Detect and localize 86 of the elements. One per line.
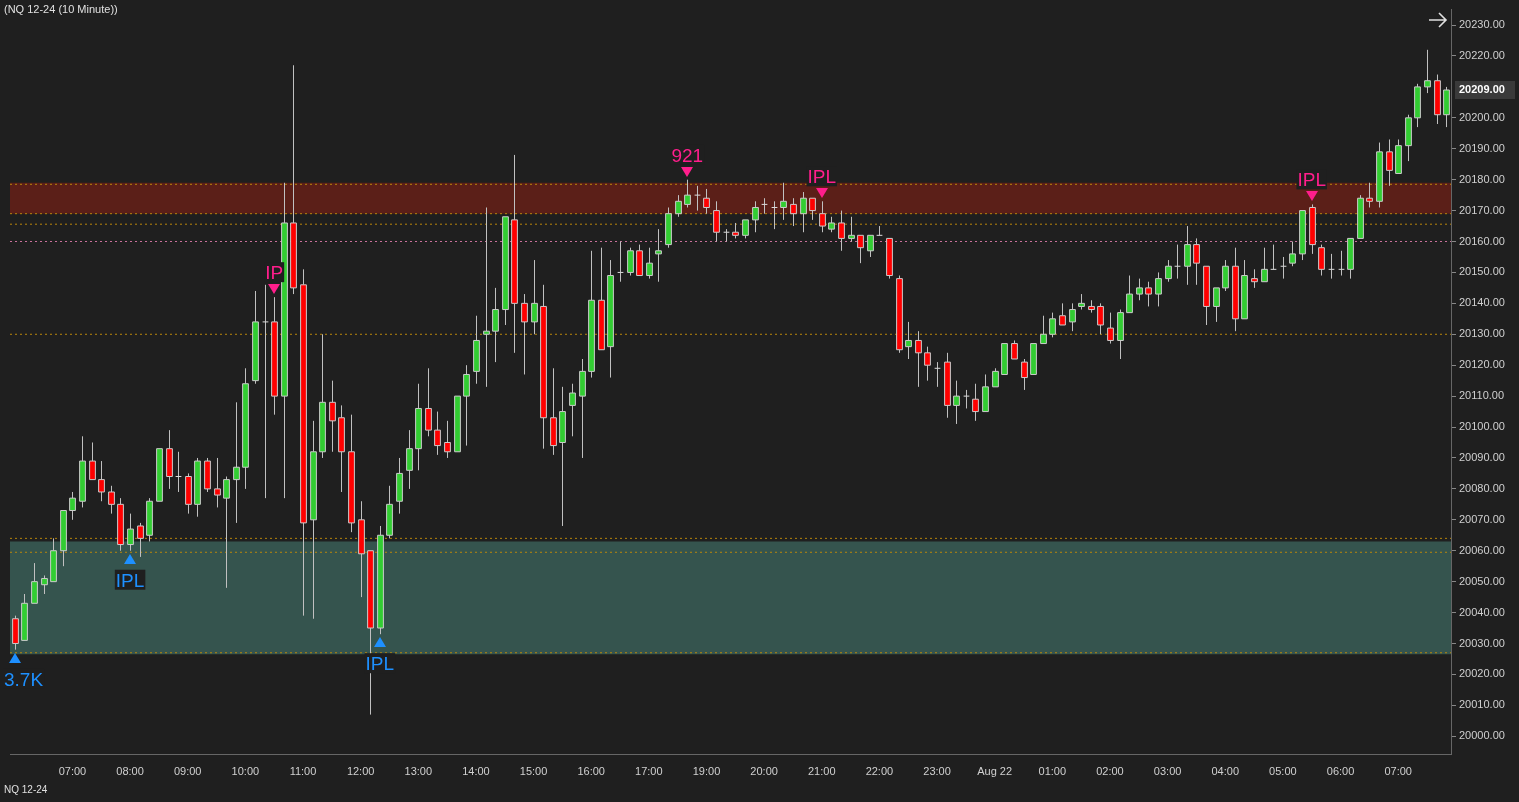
candlestick (1395, 138, 1402, 174)
y-tick-label: 20190.00 (1459, 141, 1505, 154)
y-tick-label: 20150.00 (1459, 265, 1505, 278)
x-tick-label: 01:00 (1038, 765, 1067, 778)
y-tick-label: 20060.00 (1459, 543, 1505, 556)
annotation: 921 (671, 144, 704, 166)
x-tick-label: 03:00 (1153, 765, 1182, 778)
y-tick-label: 20140.00 (1459, 296, 1505, 309)
candlestick (1155, 271, 1162, 307)
x-tick-label: 06:00 (1326, 765, 1355, 778)
candlestick (214, 457, 221, 508)
candlestick (262, 284, 269, 499)
candlestick (963, 389, 970, 409)
x-tick-label: 22:00 (865, 765, 894, 778)
text: 20209.00 (1459, 83, 1505, 96)
candlestick (511, 154, 518, 354)
candlestick (1145, 281, 1152, 307)
x-tick-label: 12:00 (346, 765, 375, 778)
candlestick (166, 429, 173, 490)
candlestick (242, 367, 249, 490)
x-tick-label: 15:00 (519, 765, 548, 778)
x-tick-label: 13:00 (404, 765, 433, 778)
candlestick (694, 185, 701, 212)
candlestick (1184, 225, 1191, 286)
candlestick (838, 210, 845, 252)
y-tick-label: 20020.00 (1459, 667, 1505, 680)
x-tick-label: 07:00 (1384, 765, 1412, 778)
annotation: IP (265, 262, 284, 284)
annotation: IPL (1297, 169, 1326, 191)
x-tick-label: 17:00 (635, 765, 663, 778)
y-tick-label: 20000.00 (1459, 729, 1505, 742)
y-tick-label: 20180.00 (1459, 172, 1505, 185)
y-tick-label: 20050.00 (1459, 574, 1505, 587)
candlestick (713, 200, 720, 243)
candlestick (108, 485, 115, 515)
y-tick-label: 20120.00 (1459, 358, 1505, 371)
candlestick (223, 476, 230, 589)
x-tick-label: 21:00 (808, 765, 836, 778)
y-tick-label: 20040.00 (1459, 605, 1505, 618)
x-tick-label: 16:00 (577, 765, 605, 778)
candlestick (1386, 138, 1393, 187)
x-tick-label: 10:00 (231, 765, 260, 778)
x-tick-label: 11:00 (289, 765, 317, 778)
x-tick-label: 19:00 (692, 765, 721, 778)
candlestick (31, 562, 38, 604)
candlestick (185, 472, 192, 515)
y-tick-label: 20160.00 (1459, 234, 1505, 247)
x-tick-label: 20:00 (750, 765, 778, 778)
text: NQ 12-24 (4, 783, 48, 795)
candlestick (492, 287, 499, 363)
y-tick-label: 20100.00 (1459, 420, 1505, 433)
annotation: 3.7K (4, 668, 44, 690)
chart-title: (NQ 12-24 (10 Minute)) (4, 3, 118, 15)
x-tick-label: Aug 22 (977, 765, 1013, 778)
y-tick-label: 20220.00 (1459, 49, 1505, 62)
candlestick (281, 182, 288, 499)
x-tick-label: 04:00 (1211, 765, 1240, 778)
x-tick-label: 23:00 (923, 765, 951, 778)
x-tick-label: 14:00 (462, 765, 490, 778)
y-tick-label: 20090.00 (1459, 450, 1505, 463)
candlestick (924, 346, 931, 382)
candlestick (559, 386, 566, 527)
annotation: IPL (365, 653, 395, 675)
candlestick (1193, 237, 1200, 286)
annotation: IPL (115, 569, 145, 591)
x-tick-label: 08:00 (116, 765, 144, 778)
candlestick (271, 296, 278, 416)
y-tick-label: 20200.00 (1459, 110, 1505, 123)
y-tick-label: 20070.00 (1459, 512, 1505, 525)
candlestick (1117, 309, 1124, 360)
y-tick-label: 20080.00 (1459, 481, 1505, 494)
x-tick-label: 05:00 (1269, 765, 1297, 778)
x-tick-label: 09:00 (173, 765, 202, 778)
y-tick-label: 20030.00 (1459, 636, 1505, 649)
candlestick (425, 367, 432, 437)
y-tick-label: 20110.00 (1459, 389, 1505, 402)
x-tick-label: 07:00 (58, 765, 87, 778)
annotation: IPL (807, 166, 837, 188)
y-tick-label: 20010.00 (1459, 698, 1505, 711)
x-tick-label: 02:00 (1096, 765, 1124, 778)
candlestick (819, 200, 826, 233)
candlestick (1213, 287, 1220, 323)
candlestick (406, 429, 413, 490)
y-tick-label: 20230.00 (1459, 18, 1505, 31)
y-tick-label: 20170.00 (1459, 203, 1505, 216)
y-tick-label: 20130.00 (1459, 327, 1505, 340)
